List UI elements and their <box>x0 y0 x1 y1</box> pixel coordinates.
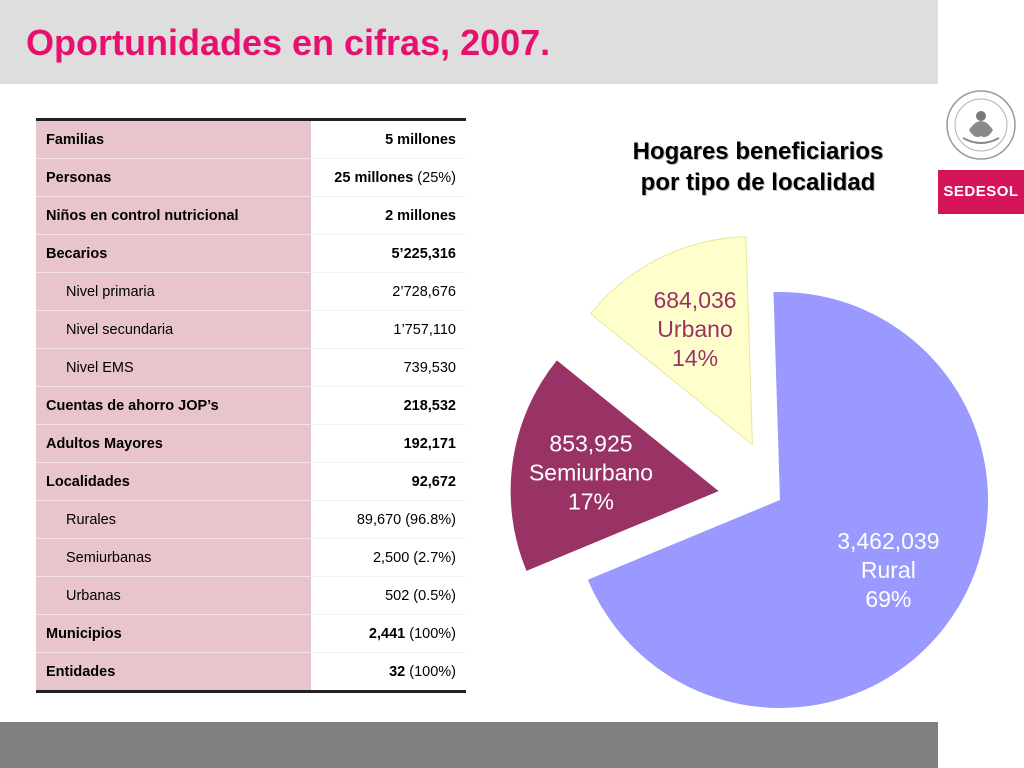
program-figures-table: Familias 5 millones Personas 25 millones (2… <box>36 118 466 693</box>
row-value-detail: (100%) <box>405 663 456 680</box>
table-row: Becarios 5’225,316 <box>36 234 466 273</box>
footer-band <box>0 722 938 768</box>
row-label: Nivel secundaria <box>36 310 311 349</box>
page-title: Oportunidades en cifras, 2007. <box>26 22 551 63</box>
row-value: 32 (100%) <box>311 652 466 692</box>
row-value: 92,672 <box>311 462 466 501</box>
row-value-main: 192,171 <box>403 435 456 452</box>
row-value-main: 5’225,316 <box>391 245 456 262</box>
mexico-seal-icon <box>946 90 1016 160</box>
row-value: 2,441 (100%) <box>311 614 466 653</box>
slice-urbano-percent-label: 14% <box>672 345 718 371</box>
row-label: Nivel EMS <box>36 348 311 387</box>
row-value-detail: 2’728,676 <box>392 283 456 300</box>
row-value: 192,171 <box>311 424 466 463</box>
row-value-detail: 502 (0.5%) <box>385 587 456 604</box>
chart-title-line-1: Hogares beneficiarios <box>632 138 884 165</box>
row-value: 2’728,676 <box>311 272 466 311</box>
row-value-main: 5 millones <box>385 131 456 148</box>
table-row: Rurales 89,670 (96.8%) <box>36 500 466 539</box>
row-value-main: 2,441 <box>368 625 406 642</box>
row-value: 89,670 (96.8%) <box>311 500 466 539</box>
row-label: Familias <box>36 119 311 159</box>
slice-urbano-value-label: 684,036 <box>653 287 736 313</box>
table-row: Localidades 92,672 <box>36 462 466 501</box>
row-value: 5 millones <box>311 119 466 159</box>
slice-urbano-name-label: Urbano <box>657 316 732 342</box>
row-label: Becarios <box>36 234 311 273</box>
row-label: Localidades <box>36 462 311 501</box>
row-label: Niños en control nutricional <box>36 196 311 235</box>
chart-title: Hogares beneficiarios por tipo de locali… <box>590 136 926 198</box>
pie-slice-rural <box>587 292 988 708</box>
table-row: Nivel primaria 2’728,676 <box>36 272 466 311</box>
row-value-detail: 739,530 <box>403 359 456 376</box>
row-label: Entidades <box>36 652 311 692</box>
row-value-detail: (25%) <box>413 169 456 186</box>
row-value: 739,530 <box>311 348 466 387</box>
row-value-main: 32 <box>389 663 406 680</box>
row-value-main: 92,672 <box>411 473 456 490</box>
header-band <box>0 0 938 84</box>
table-row: Cuentas de ahorro JOP’s 218,532 <box>36 386 466 425</box>
row-value-detail: 2,500 (2.7%) <box>372 549 456 566</box>
pie-slice-urbano <box>589 236 753 446</box>
row-value: 2,500 (2.7%) <box>311 538 466 577</box>
row-label: Semiurbanas <box>36 538 311 577</box>
row-value: 2 millones <box>311 196 466 235</box>
slice-rural-name-label: Rural <box>861 557 916 583</box>
row-value-detail: 89,670 (96.8%) <box>356 511 456 528</box>
table-row: Niños en control nutricional 2 millones <box>36 196 466 235</box>
row-value: 5’225,316 <box>311 234 466 273</box>
slice-rural-value-label: 3,462,039 <box>837 528 939 554</box>
sedesol-logo: SEDESOL <box>938 170 1024 214</box>
chart-title-line-2: por tipo de localidad <box>640 169 876 196</box>
row-label: Cuentas de ahorro JOP’s <box>36 386 311 425</box>
table-row: Urbanas 502 (0.5%) <box>36 576 466 615</box>
table-row: Familias 5 millones <box>36 119 466 159</box>
households-pie-chart: 3,462,039 Rural 69% 853,925 Semiurbano 17% 684… <box>510 236 988 708</box>
row-label: Nivel primaria <box>36 272 311 311</box>
row-value-main: 2 millones <box>385 207 456 224</box>
table-row: Nivel secundaria 1’757,110 <box>36 310 466 349</box>
slice-semiurbano-value-label: 853,925 <box>549 431 632 457</box>
row-value-detail: 1’757,110 <box>393 321 456 338</box>
row-value-main: 25 millones <box>334 169 414 186</box>
row-label: Municipios <box>36 614 311 653</box>
row-label: Adultos Mayores <box>36 424 311 463</box>
pie-slice-semiurbano <box>510 360 719 571</box>
table-row: Adultos Mayores 192,171 <box>36 424 466 463</box>
row-value-main: 218,532 <box>403 397 456 414</box>
row-value: 502 (0.5%) <box>311 576 466 615</box>
row-value: 218,532 <box>311 386 466 425</box>
row-value-detail: (100%) <box>405 625 456 642</box>
row-label: Personas <box>36 158 311 197</box>
row-label: Urbanas <box>36 576 311 615</box>
table-row: Nivel EMS 739,530 <box>36 348 466 387</box>
slice-rural-percent-label: 69% <box>865 586 911 612</box>
row-label: Rurales <box>36 500 311 539</box>
slice-semiurbano-percent-label: 17% <box>568 489 614 515</box>
table-row: Entidades 32 (100%) <box>36 652 466 692</box>
table-row: Municipios 2,441 (100%) <box>36 614 466 653</box>
slice-semiurbano-name-label: Semiurbano <box>529 460 653 486</box>
row-value: 1’757,110 <box>311 310 466 349</box>
row-value: 25 millones (25%) <box>311 158 466 197</box>
table-row: Semiurbanas 2,500 (2.7%) <box>36 538 466 577</box>
table-row: Personas 25 millones (25%) <box>36 158 466 197</box>
